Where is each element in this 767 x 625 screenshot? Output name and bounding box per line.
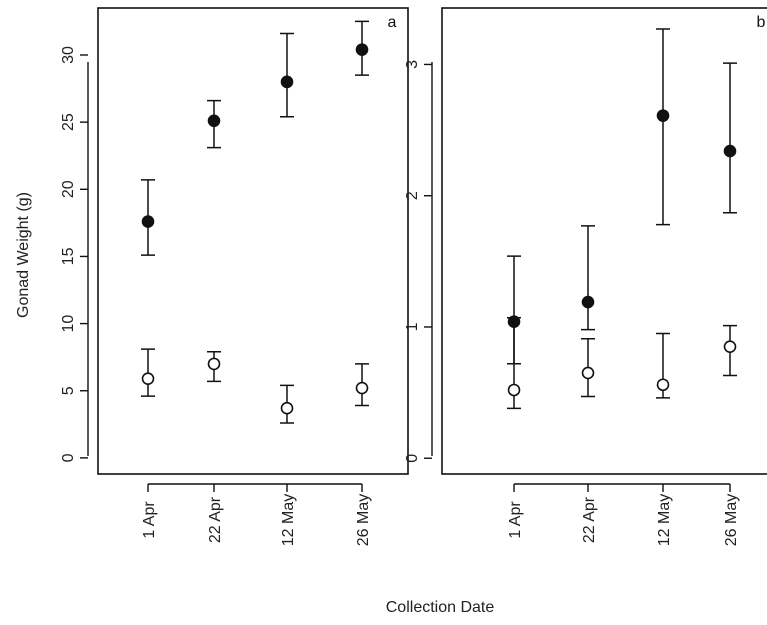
data-point-open xyxy=(280,401,294,415)
data-point-open xyxy=(141,372,155,385)
y-tick-label: 0 xyxy=(404,454,421,463)
data-point-open xyxy=(656,378,670,392)
x-tick-label: 22 Apr xyxy=(207,496,224,543)
data-point-open xyxy=(507,383,521,397)
error-bar xyxy=(723,62,737,214)
panel-b: 0 1 2 3 1 Apr 22 Apr 12 May 26 May b xyxy=(404,7,767,546)
error-bar xyxy=(656,28,670,226)
y-tick-label: 0 xyxy=(60,453,77,462)
data-point-filled xyxy=(355,43,369,56)
panel-a: 0 5 10 15 20 25 30 1 Apr 22 Apr 12 May 26 May a xyxy=(60,7,409,546)
y-tick-label: 25 xyxy=(60,113,77,131)
data-point-open xyxy=(723,340,737,353)
y-tick-label: 2 xyxy=(404,191,421,200)
data-point-filled xyxy=(581,295,595,309)
y-axis-title: Gonad Weight (g) xyxy=(15,192,32,318)
panel-b-y-ticks: 0 1 2 3 xyxy=(404,60,432,463)
data-point-open xyxy=(355,381,369,395)
panel-a-marks xyxy=(141,20,369,424)
panel-b-marks xyxy=(507,28,737,410)
y-tick-label: 3 xyxy=(404,60,421,69)
data-point-open xyxy=(207,357,221,371)
y-tick-label: 20 xyxy=(60,180,77,198)
data-point-filled xyxy=(723,144,737,158)
y-tick-label: 15 xyxy=(60,247,77,265)
x-tick-label: 1 Apr xyxy=(507,501,524,539)
data-point-filled xyxy=(141,215,155,228)
y-tick-label: 1 xyxy=(404,322,421,331)
data-point-filled xyxy=(207,114,221,128)
panel-b-frame xyxy=(441,7,767,475)
panel-b-letter: b xyxy=(757,14,766,31)
panel-a-letter: a xyxy=(388,14,397,31)
panel-a-y-ticks: 0 5 10 15 20 25 30 xyxy=(60,46,88,462)
data-point-open xyxy=(581,366,595,380)
data-point-filled xyxy=(656,109,670,122)
x-axis-title: Collection Date xyxy=(386,599,495,616)
error-bar xyxy=(280,32,294,118)
y-tick-label: 30 xyxy=(60,46,77,64)
error-bar xyxy=(581,225,595,331)
x-tick-label: 12 May xyxy=(280,494,297,546)
data-point-filled xyxy=(280,75,294,89)
x-tick-label: 12 May xyxy=(656,494,673,546)
x-tick-label: 22 Apr xyxy=(581,496,598,543)
panel-a-x-ticks: 1 Apr 22 Apr 12 May 26 May xyxy=(141,484,372,546)
y-tick-label: 10 xyxy=(60,315,77,333)
x-tick-label: 1 Apr xyxy=(141,501,158,539)
x-tick-label: 26 May xyxy=(723,494,740,546)
y-tick-label: 5 xyxy=(60,386,77,395)
panel-a-frame xyxy=(97,7,409,475)
panel-b-x-ticks: 1 Apr 22 Apr 12 May 26 May xyxy=(507,484,740,546)
x-tick-label: 26 May xyxy=(355,494,372,546)
